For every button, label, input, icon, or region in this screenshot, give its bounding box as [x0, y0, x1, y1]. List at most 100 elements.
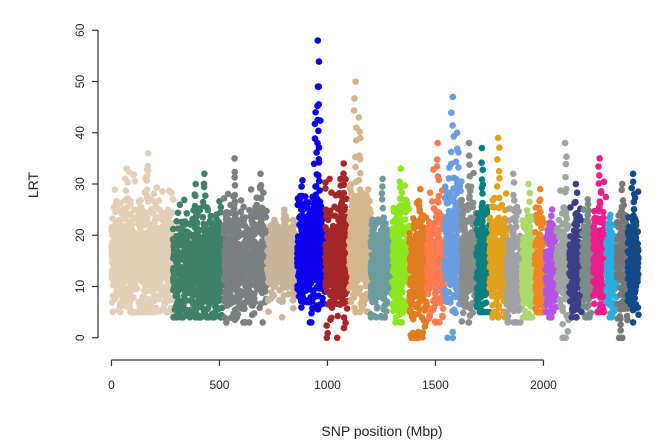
data-point — [434, 269, 441, 276]
data-point — [193, 249, 200, 257]
data-point — [356, 134, 364, 142]
data-point — [124, 253, 131, 260]
data-point — [231, 191, 239, 199]
data-point — [200, 202, 207, 209]
data-point — [396, 267, 404, 274]
data-point — [421, 323, 429, 330]
data-point — [147, 298, 155, 306]
data-point — [110, 222, 118, 229]
data-point — [195, 314, 202, 321]
data-point — [393, 250, 401, 257]
data-point — [265, 308, 272, 316]
data-point — [426, 189, 434, 196]
data-point — [435, 176, 443, 184]
data-point — [264, 265, 271, 272]
data-point — [231, 201, 238, 208]
data-point — [322, 241, 329, 249]
data-point — [340, 314, 348, 321]
data-point — [237, 197, 245, 204]
data-point — [246, 206, 253, 214]
data-point — [327, 281, 335, 289]
data-point — [183, 308, 191, 316]
data-point — [227, 314, 235, 322]
data-point — [121, 197, 129, 204]
data-point — [159, 223, 166, 230]
data-point — [144, 150, 152, 157]
data-point — [256, 183, 264, 191]
data-point — [302, 287, 310, 295]
data-point — [268, 226, 275, 234]
data-point — [192, 192, 199, 200]
data-point — [268, 251, 275, 259]
data-point — [356, 186, 364, 193]
data-point — [251, 230, 259, 238]
data-point — [367, 243, 375, 250]
data-point — [183, 228, 191, 235]
data-point — [127, 295, 134, 302]
data-point — [161, 299, 168, 306]
data-point — [208, 239, 215, 247]
data-point — [356, 128, 364, 135]
data-point — [432, 213, 440, 221]
data-point — [370, 254, 377, 262]
data-point — [425, 232, 432, 239]
data-point — [397, 242, 404, 250]
data-point — [193, 239, 201, 246]
data-point — [231, 155, 238, 162]
data-point — [180, 296, 188, 304]
data-point — [351, 286, 359, 293]
data-point — [315, 83, 323, 90]
data-point — [384, 262, 391, 269]
data-point — [315, 254, 323, 262]
data-point — [314, 227, 322, 235]
data-point — [159, 188, 166, 195]
data-point — [350, 294, 358, 301]
chromosome-series — [108, 150, 177, 316]
data-point — [220, 274, 228, 281]
data-point — [258, 216, 265, 223]
data-point — [331, 203, 338, 211]
data-point — [215, 219, 223, 226]
data-point — [235, 303, 242, 311]
data-point — [131, 178, 139, 185]
data-point — [231, 182, 239, 189]
data-point — [355, 114, 363, 121]
data-point — [174, 209, 182, 217]
data-point — [439, 305, 447, 312]
data-point — [335, 271, 342, 279]
data-point — [315, 58, 323, 65]
data-point — [242, 319, 249, 326]
data-point — [351, 249, 358, 257]
data-point — [333, 334, 341, 342]
data-point — [423, 299, 430, 306]
data-point — [212, 252, 219, 259]
data-point — [310, 160, 318, 168]
data-point — [378, 190, 386, 197]
data-point — [337, 192, 345, 199]
data-point — [258, 251, 265, 259]
data-point — [398, 224, 405, 232]
data-point — [409, 293, 416, 301]
data-point — [311, 120, 319, 128]
data-point — [142, 262, 149, 270]
data-point — [220, 225, 228, 232]
data-point — [381, 301, 389, 309]
data-point — [370, 295, 378, 303]
data-point — [113, 206, 121, 213]
data-point — [414, 261, 422, 269]
data-point — [144, 228, 152, 236]
data-point — [177, 269, 185, 277]
data-point — [283, 272, 290, 279]
data-point — [230, 232, 238, 240]
data-point — [135, 197, 143, 205]
data-point — [407, 275, 415, 282]
data-point — [221, 314, 229, 322]
data-point — [356, 244, 363, 251]
data-point — [266, 279, 274, 287]
data-point — [396, 218, 404, 226]
data-point — [176, 201, 184, 209]
data-point — [258, 242, 266, 250]
data-point — [174, 299, 181, 306]
data-point — [373, 262, 381, 269]
data-point — [379, 183, 386, 190]
